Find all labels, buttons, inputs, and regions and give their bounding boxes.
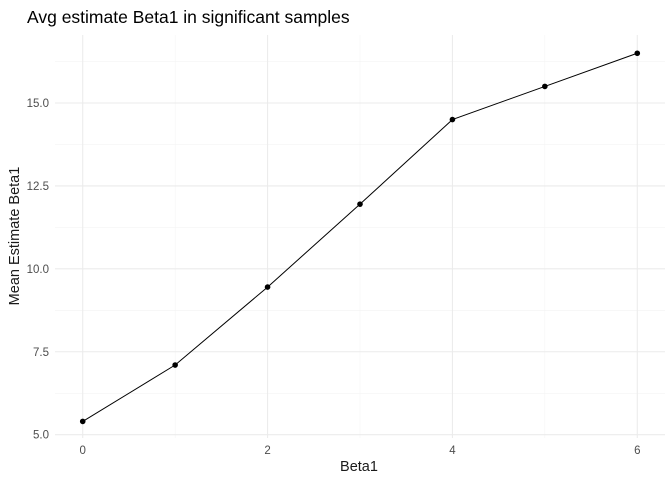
- y-tick-label: 5.0: [33, 430, 49, 442]
- data-point: [79, 418, 86, 425]
- y-axis-title: Mean Estimate Beta1: [7, 167, 23, 306]
- x-axis-title: Beta1: [340, 459, 378, 475]
- tick-labels: 0 2 4 6 5.0 7.5 10.0 12.5 15.0: [27, 98, 641, 457]
- x-tick-label: 0: [80, 445, 86, 457]
- x-tick-label: 6: [634, 445, 640, 457]
- data-point: [542, 83, 548, 90]
- series: [79, 50, 641, 425]
- y-tick-label: 10.0: [27, 264, 49, 276]
- y-tick-label: 7.5: [33, 347, 49, 359]
- y-tick-label: 15.0: [27, 98, 49, 110]
- x-tick-label: 2: [264, 445, 270, 457]
- x-tick-label: 4: [449, 445, 456, 457]
- data-point: [634, 50, 641, 57]
- y-tick-label: 12.5: [27, 181, 49, 193]
- data-point: [449, 116, 456, 123]
- data-point: [357, 201, 363, 207]
- data-point: [264, 284, 271, 290]
- grid: [55, 35, 665, 438]
- chart-title: Avg estimate Beta1 in significant sample…: [27, 7, 350, 27]
- data-point: [172, 362, 178, 368]
